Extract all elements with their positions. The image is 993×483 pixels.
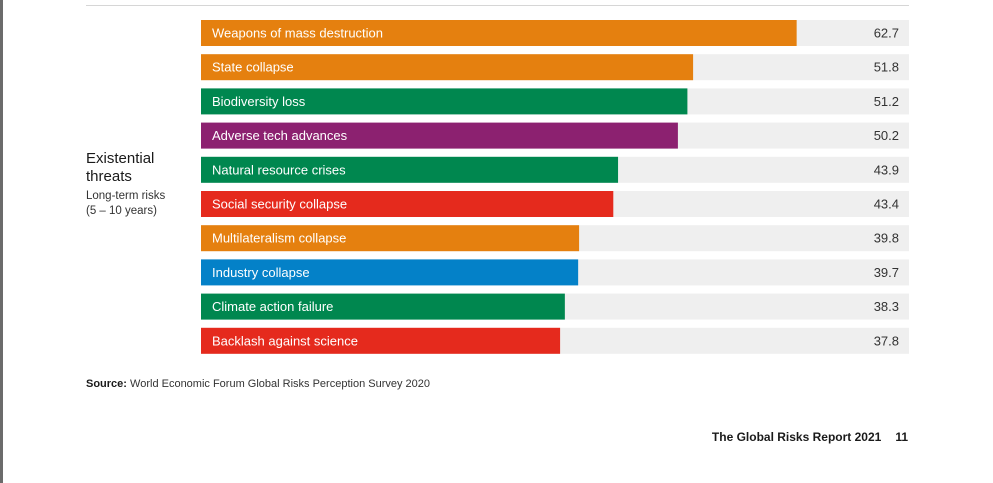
bar-value-label: 62.7 <box>874 26 899 41</box>
bar <box>201 122 678 149</box>
bar-category-label: Weapons of mass destruction <box>212 26 383 41</box>
source-text: World Economic Forum Global Risks Percep… <box>130 378 431 390</box>
page-number: 11 <box>895 430 908 444</box>
group-label: Existential threats Long-term risks (5 –… <box>86 150 196 219</box>
bar <box>201 225 580 252</box>
bar-category-label: Backlash against science <box>212 333 358 348</box>
bar <box>201 191 614 217</box>
bar-value-label: 51.8 <box>874 60 899 75</box>
bar-value-label: 39.7 <box>874 265 899 280</box>
bar-category-label: Natural resource crises <box>212 162 346 177</box>
bar-value-label: 37.8 <box>874 333 899 348</box>
bar-value-label: 51.2 <box>874 94 899 109</box>
source-label: Source: <box>86 378 127 390</box>
bar-category-label: Climate action failure <box>212 299 333 314</box>
page-edge-divider <box>0 0 3 483</box>
bar-value-label: 38.3 <box>874 299 899 314</box>
source-note: Source: World Economic Forum Global Risk… <box>86 378 430 390</box>
group-title-line-1: Existential <box>86 150 155 167</box>
bar <box>201 293 565 320</box>
bar-category-label: Industry collapse <box>212 265 310 280</box>
bar <box>201 54 694 81</box>
bar-category-label: Social security collapse <box>212 197 347 212</box>
bar-category-label: State collapse <box>212 60 294 75</box>
bar <box>201 20 797 46</box>
bar <box>201 88 688 115</box>
bar <box>201 259 579 286</box>
bar-category-label: Biodiversity loss <box>212 94 306 109</box>
group-subtitle: Long-term risks (5 – 10 years) <box>86 189 196 219</box>
page-footer: The Global Risks Report 2021 11 <box>712 430 908 444</box>
bar <box>201 156 619 183</box>
group-subtitle-line-1: Long-term risks <box>86 190 166 202</box>
bar-category-label: Multilateralism collapse <box>212 231 346 246</box>
group-title-line-2: threats <box>86 168 132 185</box>
bar-value-label: 39.8 <box>874 231 899 246</box>
bar-value-label: 43.4 <box>874 197 899 212</box>
top-rule <box>86 5 909 6</box>
group-title: Existential threats <box>86 150 196 186</box>
bar-category-label: Adverse tech advances <box>212 128 348 143</box>
bar <box>201 327 561 354</box>
bar-value-label: 50.2 <box>874 128 899 143</box>
group-subtitle-line-2: (5 – 10 years) <box>86 205 157 217</box>
bar-value-label: 43.9 <box>874 162 899 177</box>
report-title: The Global Risks Report 2021 <box>711 430 882 444</box>
